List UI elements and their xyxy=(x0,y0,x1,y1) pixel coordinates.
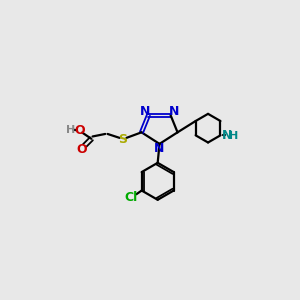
Text: O: O xyxy=(77,143,88,156)
Text: Cl: Cl xyxy=(125,191,138,204)
Text: N: N xyxy=(154,142,165,155)
Text: N: N xyxy=(222,129,233,142)
Text: N: N xyxy=(169,105,179,118)
Text: S: S xyxy=(118,133,127,146)
Text: N: N xyxy=(140,105,150,118)
Text: H: H xyxy=(229,131,239,141)
Text: O: O xyxy=(74,124,85,137)
Text: H: H xyxy=(66,124,75,135)
